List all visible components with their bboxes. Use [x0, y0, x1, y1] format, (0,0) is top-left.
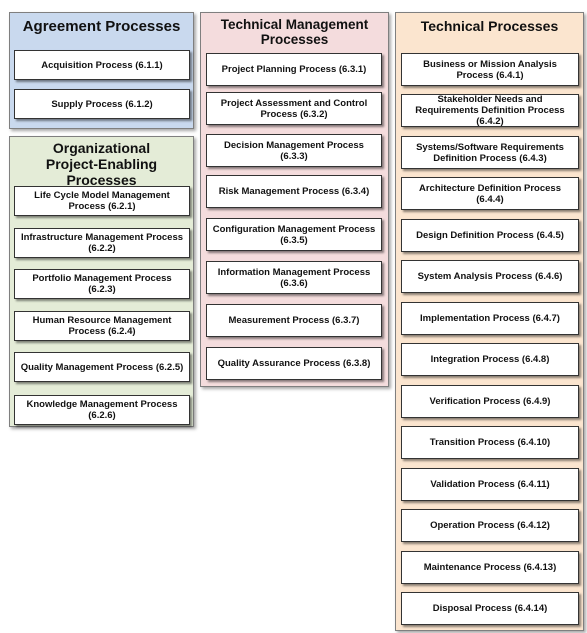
tp-process-box: Maintenance Process (6.4.13)	[401, 551, 579, 584]
tm-process-box: Risk Management Process (6.3.4)	[206, 175, 382, 208]
tm-process-box: Project Planning Process (6.3.1)	[206, 53, 382, 86]
technical-processes-group: Technical Processes Business or Mission …	[395, 12, 584, 631]
tp-process-box: Operation Process (6.4.12)	[401, 509, 579, 542]
tp-process-box: Disposal Process (6.4.14)	[401, 592, 579, 625]
tp-process-box: System Analysis Process (6.4.6)	[401, 260, 579, 293]
org-process-box: Quality Management Process (6.2.5)	[14, 352, 190, 382]
tm-process-box: Configuration Management Process (6.3.5)	[206, 218, 382, 251]
agreement-process-box: Supply Process (6.1.2)	[14, 89, 190, 119]
tm-process-box: Information Management Process (6.3.6)	[206, 261, 382, 294]
agreement-processes-group: Agreement Processes Acquisition Process …	[9, 12, 194, 129]
tp-process-box: Architecture Definition Process (6.4.4)	[401, 177, 579, 210]
tm-process-box: Quality Assurance Process (6.3.8)	[206, 347, 382, 380]
tm-process-box: Measurement Process (6.3.7)	[206, 304, 382, 337]
tp-process-box: Transition Process (6.4.10)	[401, 426, 579, 459]
technical-management-processes-title: Technical Management Processes	[220, 17, 369, 47]
org-process-box: Human Resource Management Process (6.2.4…	[14, 311, 190, 341]
tp-process-box: Verification Process (6.4.9)	[401, 385, 579, 418]
org-project-enabling-processes-title: Organizational Project-Enabling Processe…	[45, 140, 158, 188]
org-process-box: Knowledge Management Process (6.2.6)	[14, 395, 190, 425]
tp-process-box: Stakeholder Needs and Requirements Defin…	[401, 94, 579, 127]
tp-process-box: Business or Mission Analysis Process (6.…	[401, 53, 579, 86]
org-process-box: Portfolio Management Process (6.2.3)	[14, 269, 190, 299]
org-process-box: Infrastructure Management Process (6.2.2…	[14, 228, 190, 258]
technical-management-processes-group: Technical Management Processes Project P…	[200, 12, 389, 387]
tp-process-box: Implementation Process (6.4.7)	[401, 302, 579, 335]
tp-process-box: Design Definition Process (6.4.5)	[401, 219, 579, 252]
agreement-processes-title: Agreement Processes	[22, 18, 181, 35]
tp-process-box: Validation Process (6.4.11)	[401, 468, 579, 501]
tm-process-box: Project Assessment and Control Process (…	[206, 92, 382, 125]
tp-process-box: Systems/Software Requirements Definition…	[401, 136, 579, 169]
tp-process-box: Integration Process (6.4.8)	[401, 343, 579, 376]
technical-processes-title: Technical Processes	[420, 18, 559, 34]
tm-process-box: Decision Management Process (6.3.3)	[206, 134, 382, 167]
org-project-enabling-processes-group: Organizational Project-Enabling Processe…	[9, 136, 194, 427]
org-process-box: Life Cycle Model Management Process (6.2…	[14, 186, 190, 216]
agreement-process-box: Acquisition Process (6.1.1)	[14, 50, 190, 80]
